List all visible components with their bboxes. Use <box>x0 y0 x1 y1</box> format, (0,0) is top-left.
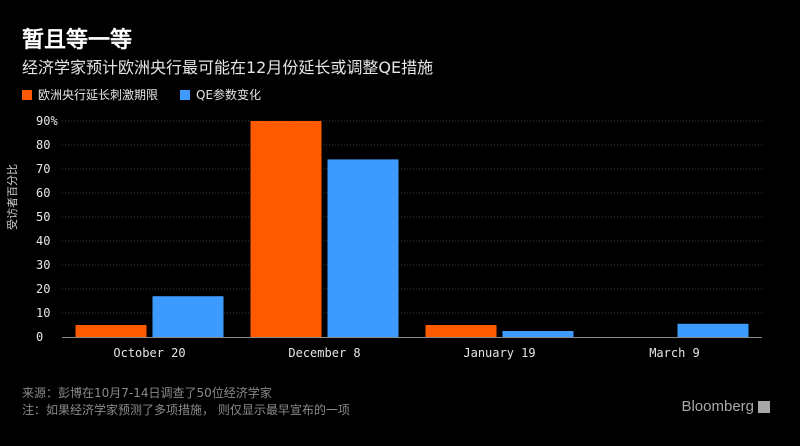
chart-legend: 欧洲央行延长刺激期限 QE参数变化 <box>22 86 283 103</box>
x-tick-label: December 8 <box>288 346 360 360</box>
x-tick-label: October 20 <box>113 346 185 360</box>
legend-label-series-1: 欧洲央行延长刺激期限 <box>38 88 159 102</box>
bar <box>425 325 497 337</box>
bar <box>250 121 322 337</box>
bar <box>75 325 147 337</box>
bar <box>327 159 399 337</box>
y-tick-label: 90% <box>36 114 58 128</box>
y-tick-label: 80 <box>36 138 50 152</box>
legend-label-series-2: QE参数变化 <box>196 88 262 102</box>
x-tick-label: January 19 <box>463 346 535 360</box>
legend-item-series-1: 欧洲央行延长刺激期限 <box>22 86 158 103</box>
y-tick-label: 60 <box>36 186 50 200</box>
footnote: 注：如果经济学家预测了多项措施， 则仅显示最早宣布的一项 <box>22 403 350 417</box>
y-tick-label: 30 <box>36 258 50 272</box>
y-tick-label: 40 <box>36 234 50 248</box>
legend-swatch-series-1 <box>22 89 32 100</box>
y-tick-label: 0 <box>36 330 43 344</box>
bar <box>502 331 574 337</box>
bar <box>677 323 749 337</box>
chart-subtitle: 经济学家预计欧洲央行最可能在12月份延长或调整QE措施 <box>22 58 434 77</box>
y-tick-label: 70 <box>36 162 50 176</box>
brand-logo: Bloomberg <box>681 398 770 415</box>
legend-item-series-2: QE参数变化 <box>180 86 261 103</box>
y-tick-label: 20 <box>36 282 50 296</box>
bloomberg-icon <box>758 400 770 413</box>
chart-title: 暂且等一等 <box>22 28 133 53</box>
x-tick-label: March 9 <box>649 346 700 360</box>
bar <box>152 296 224 337</box>
source-note: 来源：彭博在10月7-14日调查了50位经济学家 <box>22 386 272 400</box>
brand-name: Bloomberg <box>681 398 754 415</box>
legend-swatch-series-2 <box>180 89 191 100</box>
y-tick-label: 10 <box>36 306 50 320</box>
y-tick-label: 50 <box>36 210 50 224</box>
